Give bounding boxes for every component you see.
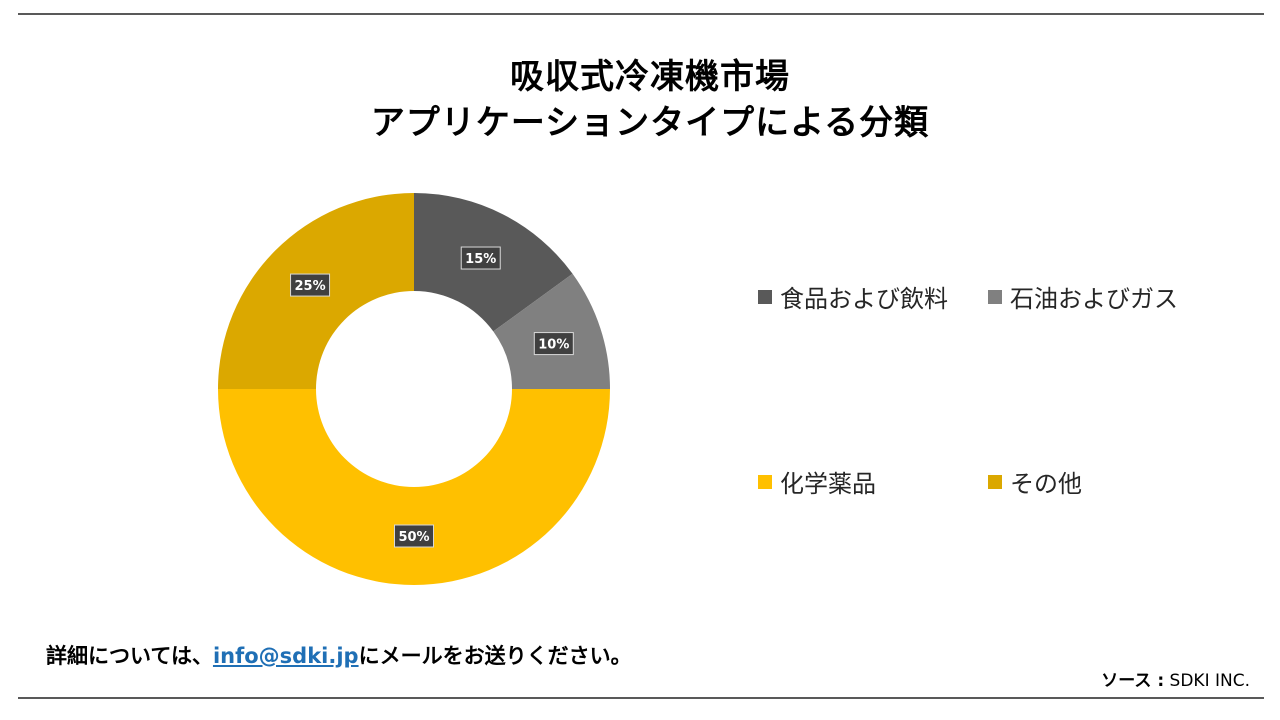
legend-item-food-beverage: 食品および飲料	[758, 279, 948, 314]
legend-label-chemicals: 化学薬品	[780, 470, 876, 498]
data-label-food-beverage: 15%	[460, 246, 501, 270]
data-label-chemicals: 50%	[394, 524, 434, 548]
contact-email-link[interactable]: info@sdki.jp	[212, 644, 359, 668]
data-label-text-others: 25%	[294, 279, 325, 294]
data-label-text-oil-gas: 10%	[538, 338, 569, 353]
data-label-text-food-beverage: 15%	[465, 252, 496, 267]
legend-swatch-food-beverage	[758, 289, 772, 304]
legend-label-others: その他	[1010, 470, 1082, 498]
bottom-divider	[18, 697, 1264, 699]
chart-title-line-1: 吸収式冷凍機市場	[510, 57, 790, 97]
legend-label-oil-gas: 石油およびガス	[1010, 285, 1178, 313]
legend-item-oil-gas: 石油およびガス	[988, 279, 1178, 314]
contact-note: 詳細については、info@sdki.jpにメールをお送りください。	[46, 640, 632, 670]
legend-swatch-others	[988, 474, 1002, 489]
donut-slice-oil-gas	[493, 273, 610, 389]
top-divider	[18, 13, 1264, 15]
data-label-box-food-beverage	[460, 246, 501, 270]
contact-note-prefix: 詳細については、	[46, 644, 213, 668]
data-label-others: 25%	[290, 273, 331, 297]
data-label-box-oil-gas	[533, 332, 574, 356]
chart-title-line-2: アプリケーションタイプによる分類	[370, 103, 930, 143]
contact-note-suffix: にメールをお送りください。	[358, 644, 632, 668]
data-label-box-others	[290, 273, 331, 297]
source-value: SDKI INC.	[1169, 671, 1250, 691]
legend-item-chemicals: 化学薬品	[758, 464, 876, 499]
legend-label-food-beverage: 食品および飲料	[780, 285, 948, 313]
legend-swatch-oil-gas	[988, 289, 1002, 304]
source-credit: ソース : SDKI INC.	[1101, 666, 1250, 691]
source-label: ソース :	[1101, 671, 1165, 691]
legend-swatch-chemicals	[758, 474, 772, 489]
data-label-text-chemicals: 50%	[398, 530, 429, 545]
legend-item-others: その他	[988, 464, 1082, 499]
chart-title: 吸収式冷凍機市場 アプリケーションタイプによる分類	[0, 54, 1280, 146]
donut-slice-chemicals	[218, 389, 610, 585]
data-label-box-chemicals	[394, 524, 434, 548]
data-label-oil-gas: 10%	[533, 332, 574, 356]
